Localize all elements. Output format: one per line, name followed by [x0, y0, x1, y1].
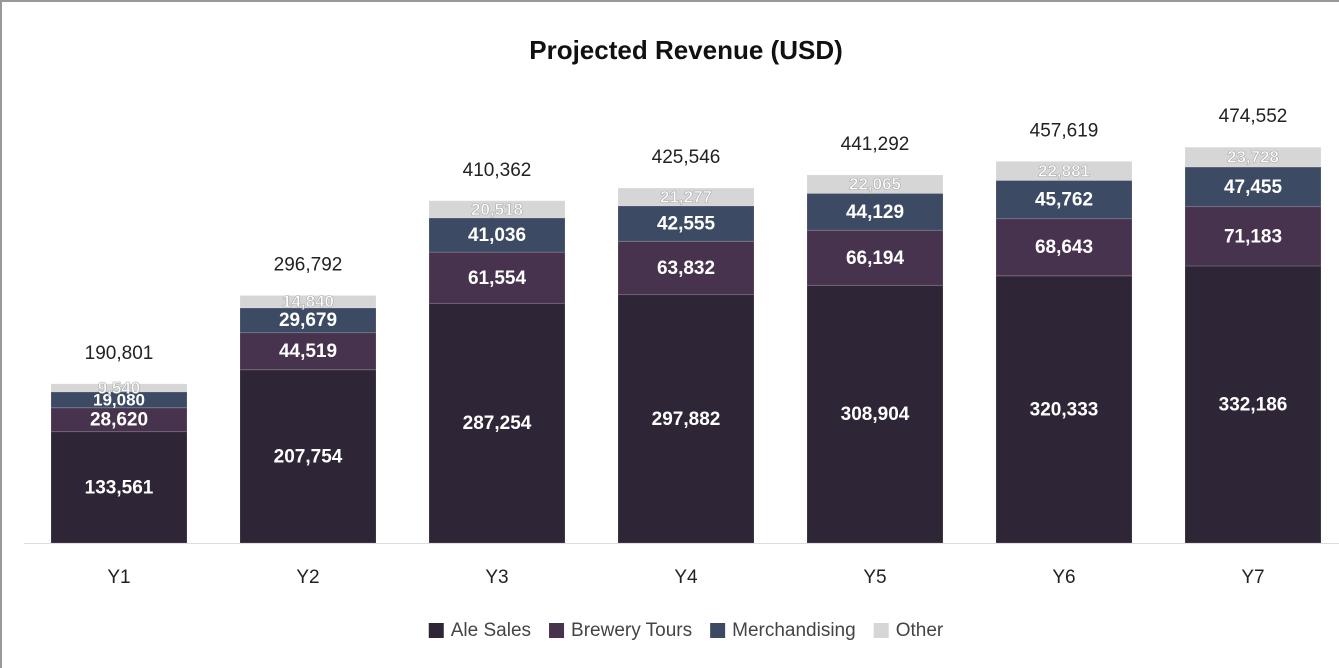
bar-segment	[806, 174, 944, 194]
bar-segment	[428, 200, 566, 219]
bar-segment	[995, 275, 1133, 544]
bar-segment	[806, 192, 944, 231]
legend-swatch	[549, 623, 565, 638]
x-tick-label: Y2	[296, 567, 319, 588]
segment-label: 21,277	[660, 187, 712, 206]
bar-segment	[50, 431, 188, 544]
bar-segment	[995, 160, 1133, 181]
legend-label: Other	[896, 620, 944, 641]
bar-segment	[995, 179, 1133, 220]
segment-label: 42,555	[657, 214, 716, 235]
bar-segment	[239, 294, 377, 309]
legend-label: Merchandising	[732, 620, 856, 641]
segment-label: 20,518	[471, 200, 523, 219]
bar-segment	[50, 383, 188, 393]
segment-label: 19,080	[93, 390, 145, 409]
segment-label: 61,554	[468, 268, 527, 289]
total-label: 441,292	[841, 134, 910, 155]
segment-label: 9,540	[98, 378, 141, 397]
segment-label: 29,679	[279, 310, 337, 331]
bar-segment	[1184, 146, 1322, 168]
bar-segment	[617, 187, 755, 207]
segment-label: 66,194	[846, 248, 905, 269]
bar-segment	[239, 332, 377, 371]
segment-label: 44,129	[846, 202, 904, 223]
total-label: 410,362	[463, 160, 532, 181]
x-tick-label: Y1	[107, 567, 130, 588]
segment-label: 287,254	[463, 413, 532, 434]
total-label: 457,619	[1030, 120, 1099, 141]
bar-segment	[428, 302, 566, 544]
legend-swatch	[710, 623, 726, 638]
x-tick-label: Y3	[485, 567, 508, 588]
legend-swatch	[873, 623, 889, 638]
segment-label: 71,183	[1224, 226, 1282, 247]
bar-segment	[239, 307, 377, 334]
x-tick-label: Y5	[863, 567, 886, 588]
segment-label: 47,455	[1224, 177, 1283, 198]
segment-label: 22,881	[1038, 161, 1090, 180]
x-tick-label: Y7	[1241, 567, 1264, 588]
segment-label: 332,186	[1219, 394, 1288, 415]
total-label: 296,792	[274, 254, 343, 275]
x-tick-label: Y6	[1052, 567, 1075, 588]
total-label: 425,546	[652, 147, 721, 168]
segment-label: 63,832	[657, 258, 715, 279]
bar-segment	[617, 205, 755, 242]
segment-label: 133,561	[85, 477, 154, 498]
segment-label: 207,754	[274, 446, 343, 467]
segment-label: 23,728	[1227, 148, 1279, 167]
bar-segment	[995, 218, 1133, 277]
total-label: 474,552	[1219, 106, 1288, 127]
segment-label: 41,036	[468, 225, 526, 246]
segment-label: 45,762	[1035, 190, 1093, 211]
segment-label: 68,643	[1035, 237, 1093, 258]
bar-segment	[239, 369, 377, 544]
segment-label: 44,519	[279, 341, 337, 362]
legend-label: Ale Sales	[451, 620, 531, 641]
segment-label: 320,333	[1030, 399, 1099, 420]
segment-label: 28,620	[90, 410, 148, 431]
legend-swatch	[428, 623, 444, 638]
segment-label: 308,904	[841, 404, 910, 425]
segment-label: 297,882	[652, 409, 721, 430]
bar-segment	[428, 251, 566, 304]
total-label: 190,801	[85, 343, 154, 364]
chart-title: Projected Revenue (USD)	[529, 35, 843, 65]
bar-segment	[1184, 265, 1322, 544]
segment-label: 22,065	[849, 175, 901, 194]
segment-label: 14,840	[282, 292, 334, 311]
bar-segment	[1184, 206, 1322, 267]
x-tick-label: Y4	[674, 567, 698, 588]
legend-label: Brewery Tours	[571, 620, 692, 641]
bar-segment	[617, 294, 755, 544]
bar-segment	[617, 240, 755, 296]
